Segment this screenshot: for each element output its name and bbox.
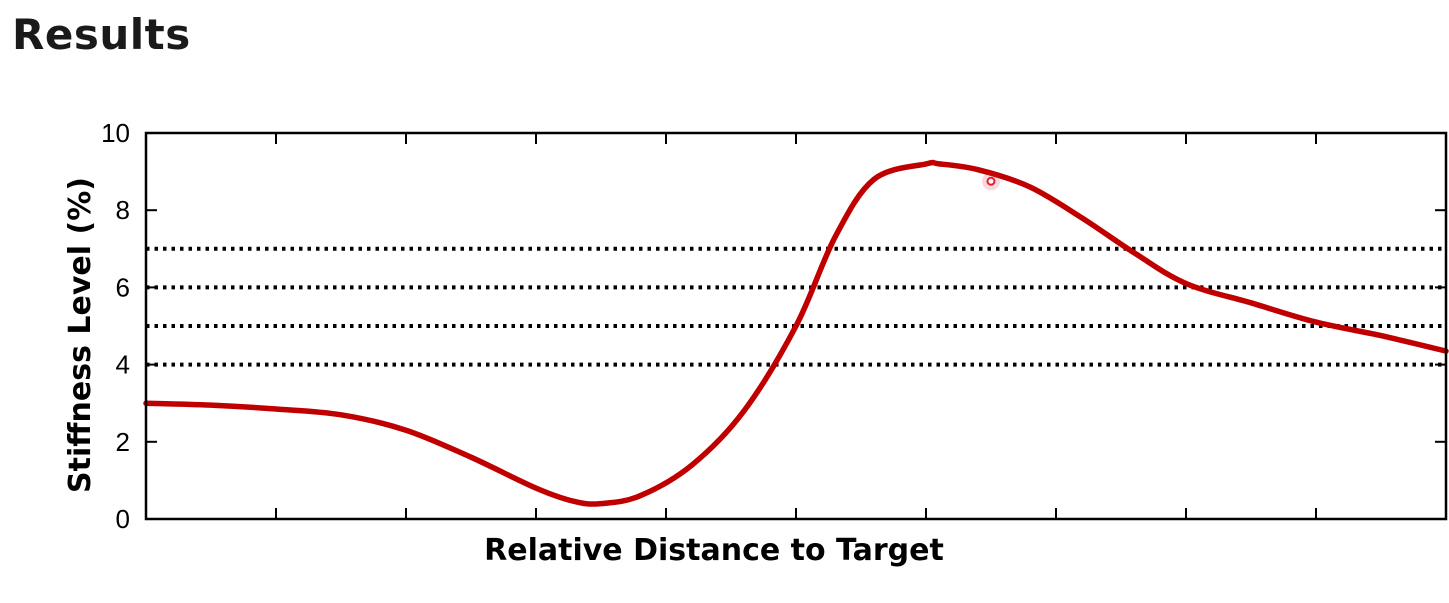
series-layer xyxy=(143,159,1449,507)
y-tick-label: 4 xyxy=(116,350,130,380)
y-tick-label: 2 xyxy=(116,427,130,457)
marker-layer xyxy=(982,172,1000,191)
y-axis-title: Stiffness Level (%) xyxy=(63,177,98,493)
page-title: Results xyxy=(12,10,191,59)
y-tick-label: 0 xyxy=(116,504,130,534)
y-tick-label: 10 xyxy=(101,118,130,148)
y-tick-label: 8 xyxy=(116,195,130,225)
reference-lines xyxy=(146,246,1446,367)
series-line-1 xyxy=(143,159,1449,507)
ticks: 0 2 4 6 8 10 xyxy=(101,118,1446,534)
y-tick-label: 6 xyxy=(116,272,130,302)
x-axis-title: Relative Distance to Target xyxy=(484,533,944,568)
marker-point xyxy=(986,176,996,186)
